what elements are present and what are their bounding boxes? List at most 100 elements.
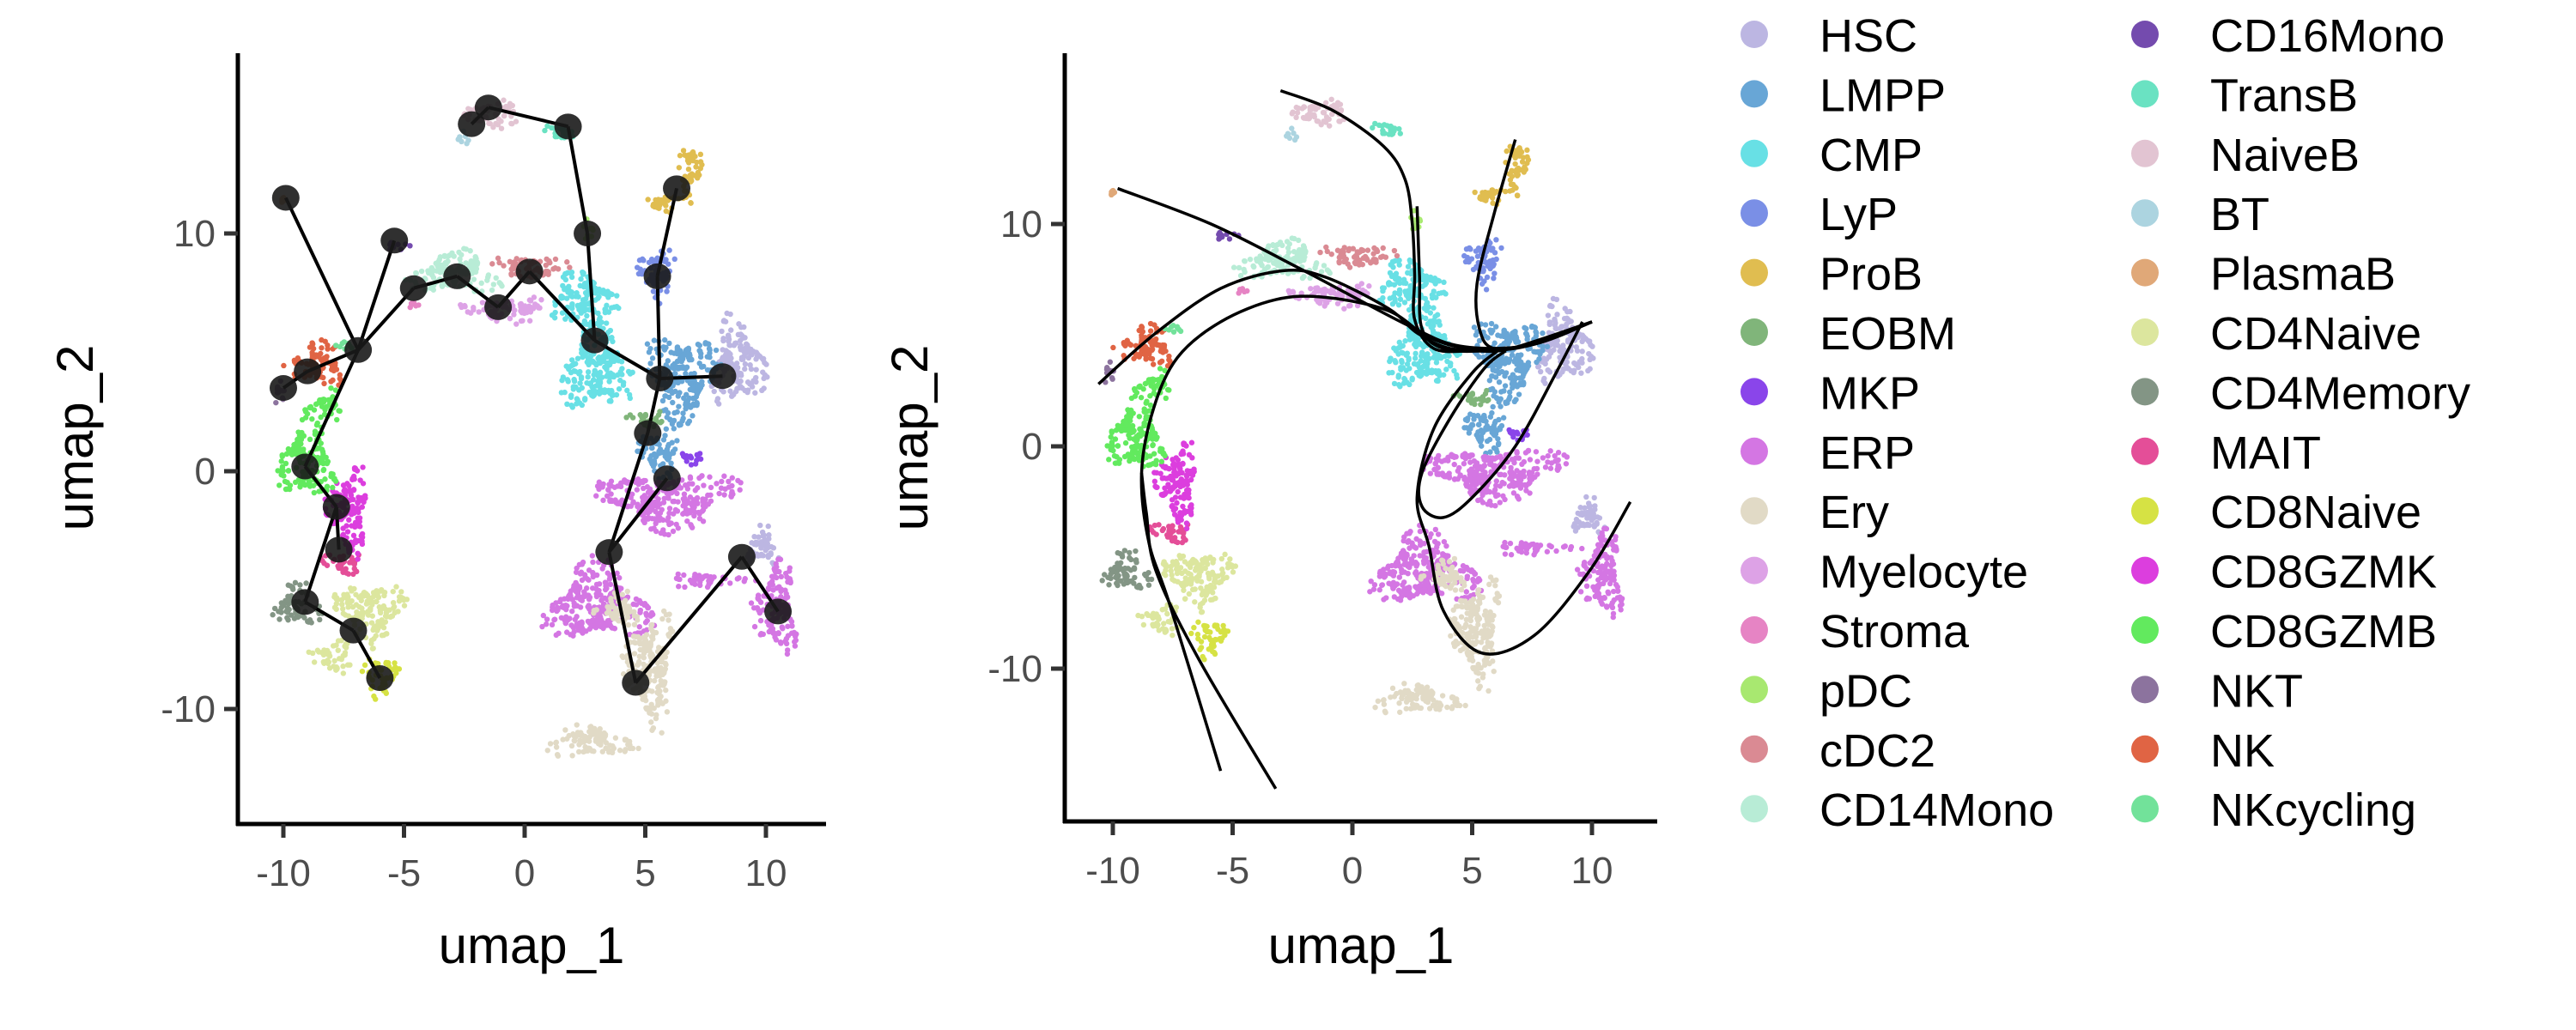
cell-point: [369, 599, 375, 605]
cell-point: [590, 559, 596, 566]
cell-point: [1501, 330, 1507, 336]
cell-point: [551, 616, 557, 623]
cell-point: [441, 253, 448, 259]
cell-point: [692, 461, 699, 467]
cell-point: [637, 607, 644, 614]
cell-point: [1486, 378, 1493, 384]
cell-point: [476, 309, 482, 315]
cell-point: [624, 588, 630, 595]
cell-point: [606, 576, 613, 582]
trajectory-node: [643, 263, 671, 289]
cell-point: [396, 666, 403, 672]
cell-point: [643, 705, 649, 712]
cell-point: [708, 492, 714, 498]
cell-point: [470, 264, 476, 271]
cell-point: [285, 582, 291, 588]
cell-point: [699, 508, 706, 514]
cell-point: [1522, 164, 1528, 170]
cell-point: [665, 493, 671, 499]
cell-point: [351, 466, 358, 472]
cell-point: [1534, 458, 1540, 464]
cell-point: [1522, 362, 1528, 369]
cell-point: [613, 391, 620, 398]
cell-point: [1502, 383, 1509, 389]
cell-point: [685, 166, 692, 173]
cell-point: [742, 335, 748, 341]
cell-point: [1542, 380, 1548, 386]
cell-point: [1515, 356, 1521, 363]
cell-point: [293, 440, 300, 446]
trajectory-node: [322, 494, 350, 520]
cell-point: [1431, 288, 1437, 294]
cell-point: [337, 408, 343, 415]
cell-point: [677, 390, 683, 396]
cell-point: [744, 389, 750, 396]
cell-point: [1492, 368, 1498, 374]
cell-point: [615, 372, 621, 379]
cell-point: [1397, 384, 1403, 390]
cell-point: [752, 390, 758, 396]
cell-point: [398, 589, 404, 595]
cell-point: [326, 653, 333, 659]
cell-point: [355, 556, 361, 562]
cell-point: [719, 478, 725, 485]
cell-point: [574, 603, 580, 609]
cell-point: [702, 340, 708, 346]
cell-point: [1520, 373, 1526, 380]
cell-point: [368, 620, 375, 626]
cell-point: [720, 337, 726, 344]
cell-point: [303, 580, 309, 586]
cell-point: [1463, 589, 1470, 595]
cell-point: [1514, 450, 1520, 456]
cell-point: [649, 445, 655, 451]
cell-point: [605, 309, 612, 315]
cell-point: [465, 309, 471, 315]
cell-point: [679, 418, 685, 424]
cell-point: [1467, 426, 1473, 432]
cell-point: [1563, 461, 1570, 467]
cell-point: [1424, 371, 1430, 377]
cell-point: [553, 739, 560, 746]
cell-point: [609, 498, 615, 505]
cell-point: [666, 340, 672, 347]
cell-point: [637, 266, 643, 272]
cell-point: [496, 259, 502, 266]
cell-point: [701, 482, 707, 488]
cell-point: [358, 597, 365, 603]
cell-point: [1429, 369, 1435, 376]
cell-point: [1438, 290, 1444, 296]
trajectory-node: [708, 363, 737, 390]
cell-point: [1506, 396, 1512, 403]
cell-point: [645, 489, 652, 495]
cell-point: [359, 612, 365, 619]
cell-point: [1435, 464, 1442, 471]
cell-point: [747, 381, 753, 387]
cell-point: [653, 673, 659, 679]
cell-point: [778, 640, 784, 646]
cell-point: [748, 600, 755, 606]
trajectory-node: [580, 327, 609, 354]
left-cell-points: [270, 97, 799, 759]
cell-point: [648, 633, 655, 640]
cell-point: [634, 487, 641, 493]
cell-point: [522, 303, 528, 309]
cell-point: [645, 605, 651, 611]
cell-point: [508, 270, 514, 277]
cell-point: [1516, 455, 1522, 461]
cell-point: [359, 534, 366, 541]
cell-point: [661, 495, 667, 501]
cell-point: [574, 355, 581, 361]
cell-point: [719, 328, 725, 335]
cell-point: [569, 404, 576, 410]
cell-point: [1488, 262, 1495, 268]
cell-point: [330, 377, 336, 384]
cell-point: [1573, 361, 1579, 368]
cell-point: [1425, 351, 1431, 357]
cell-point: [1525, 448, 1531, 454]
cell-point: [1464, 573, 1471, 579]
cell-point: [669, 439, 675, 445]
cell-point: [1522, 324, 1528, 330]
cell-point: [1434, 312, 1441, 318]
cell-point: [1515, 172, 1522, 178]
